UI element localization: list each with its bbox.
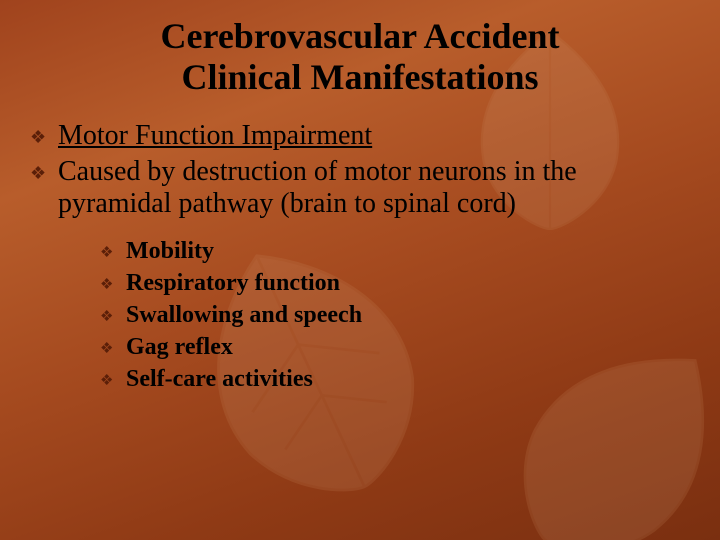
bullet-text: Respiratory function xyxy=(126,270,690,297)
slide-body: ❖ Motor Function Impairment ❖ Caused by … xyxy=(30,120,690,398)
title-line-2: Clinical Manifestations xyxy=(0,57,720,98)
diamond-bullet-icon: ❖ xyxy=(30,156,58,190)
bullet-level2: ❖ Respiratory function xyxy=(100,270,690,300)
bullet-level1: ❖ Motor Function Impairment xyxy=(30,120,690,154)
title-line-1: Cerebrovascular Accident xyxy=(0,16,720,57)
sub-bullet-group: ❖ Mobility ❖ Respiratory function ❖ Swal… xyxy=(100,238,690,396)
bullet-level2: ❖ Swallowing and speech xyxy=(100,302,690,332)
diamond-bullet-icon: ❖ xyxy=(100,238,126,268)
diamond-bullet-icon: ❖ xyxy=(30,120,58,154)
bullet-text: Gag reflex xyxy=(126,334,690,361)
bullet-text: Swallowing and speech xyxy=(126,302,690,329)
slide: Cerebrovascular Accident Clinical Manife… xyxy=(0,0,720,540)
diamond-bullet-icon: ❖ xyxy=(100,302,126,332)
slide-title: Cerebrovascular Accident Clinical Manife… xyxy=(0,16,720,99)
bullet-level2: ❖ Gag reflex xyxy=(100,334,690,364)
bullet-text: Self-care activities xyxy=(126,366,690,393)
diamond-bullet-icon: ❖ xyxy=(100,270,126,300)
bullet-text: Mobility xyxy=(126,238,690,265)
bullet-level1: ❖ Caused by destruction of motor neurons… xyxy=(30,156,690,220)
diamond-bullet-icon: ❖ xyxy=(100,334,126,364)
bullet-level2: ❖ Mobility xyxy=(100,238,690,268)
bullet-text: Caused by destruction of motor neurons i… xyxy=(58,156,690,220)
bullet-level2: ❖ Self-care activities xyxy=(100,366,690,396)
bullet-text: Motor Function Impairment xyxy=(58,120,690,152)
diamond-bullet-icon: ❖ xyxy=(100,366,126,396)
